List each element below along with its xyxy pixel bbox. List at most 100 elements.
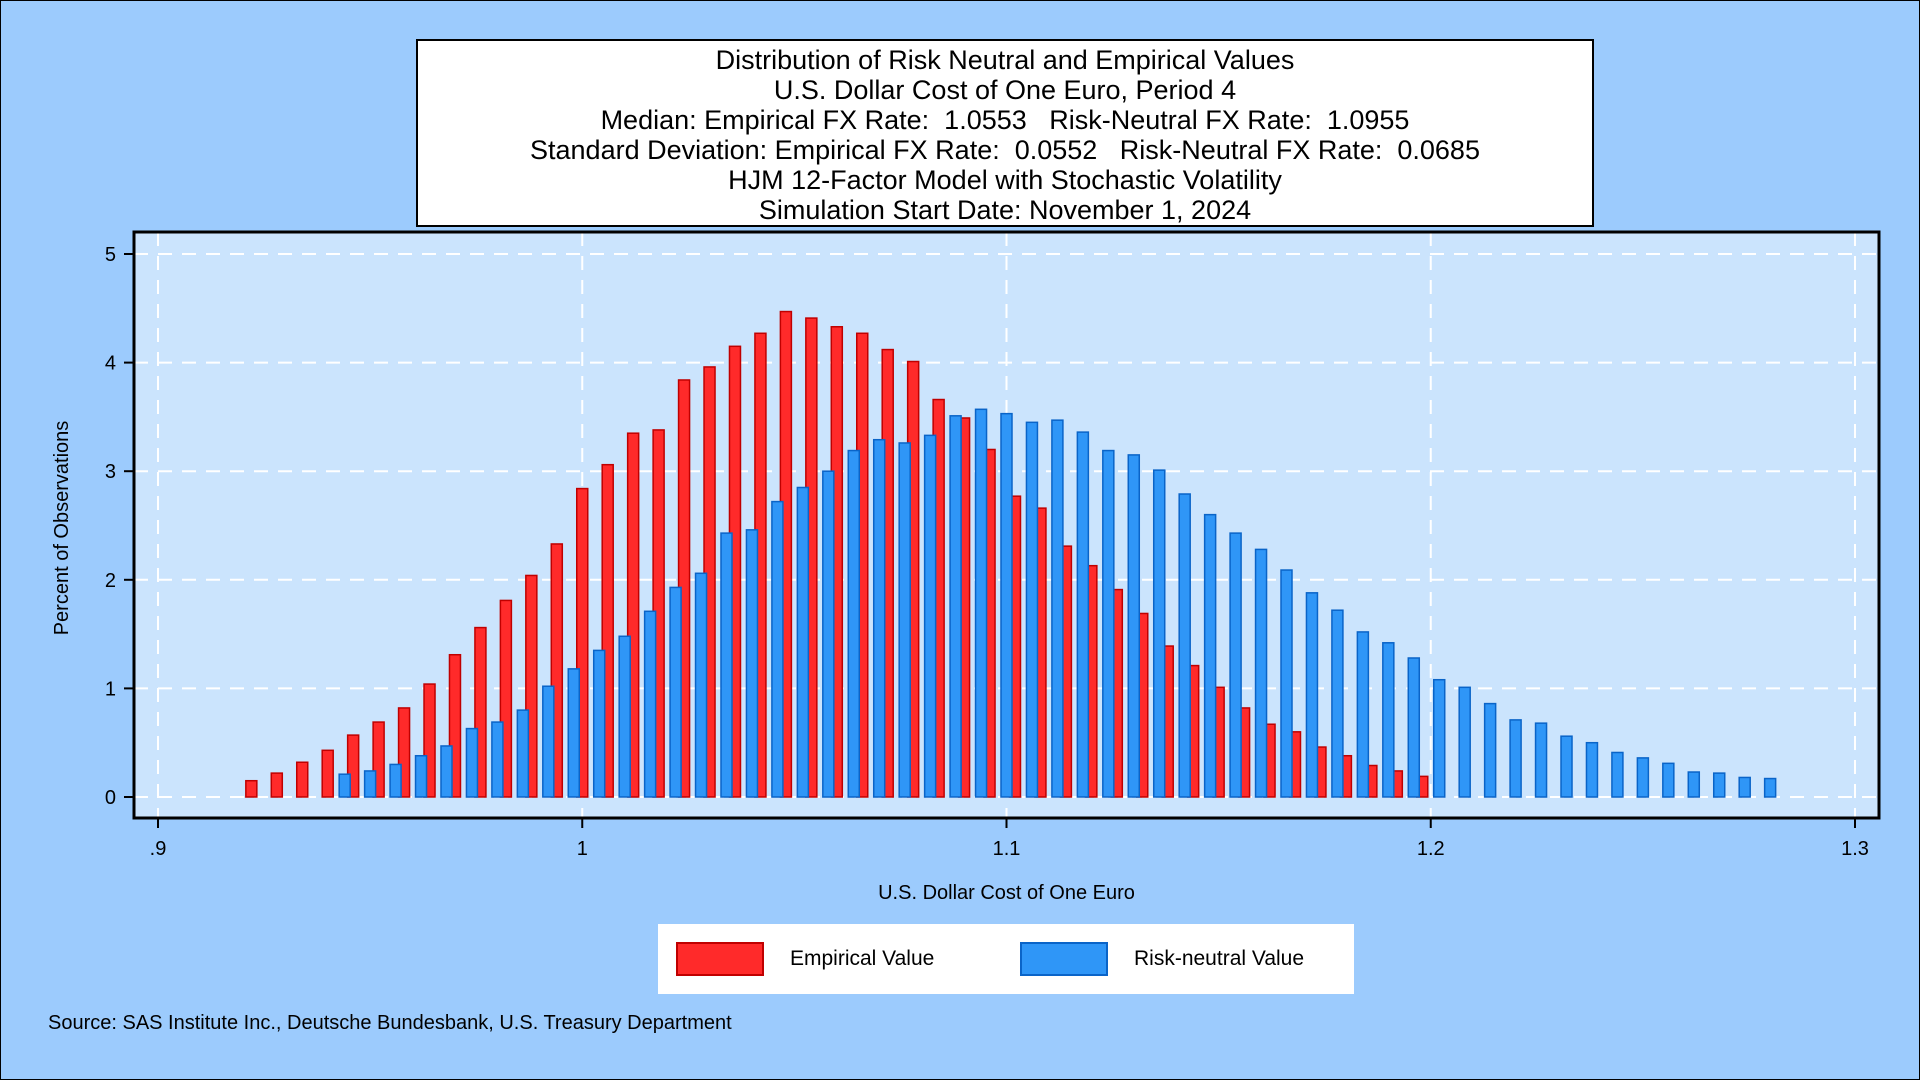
bar-risk-neutral xyxy=(1382,642,1395,798)
bar-risk-neutral xyxy=(1356,631,1370,798)
y-tick-label: 5 xyxy=(105,244,116,266)
bar-risk-neutral xyxy=(465,727,479,798)
bar-risk-neutral xyxy=(974,408,988,798)
x-axis-title: U.S. Dollar Cost of One Euro xyxy=(878,882,1135,904)
bar-empirical xyxy=(499,599,513,798)
bar-risk-neutral xyxy=(796,486,810,798)
bar-risk-neutral xyxy=(1636,757,1650,798)
bar-empirical xyxy=(550,543,564,798)
bar-empirical xyxy=(372,721,385,798)
bar-risk-neutral xyxy=(440,745,453,798)
chart-title-line-4: Standard Deviation: Empirical FX Rate: 0… xyxy=(530,135,1480,165)
y-tick-label: 2 xyxy=(105,570,116,592)
bar-risk-neutral xyxy=(1407,657,1421,798)
bar-risk-neutral xyxy=(1585,741,1599,798)
bar-risk-neutral xyxy=(592,649,606,798)
chart-title-line-2: U.S. Dollar Cost of One Euro, Period 4 xyxy=(773,75,1237,105)
x-tick-label: .9 xyxy=(150,838,167,860)
y-axis-title: Percent of Observations xyxy=(51,421,73,636)
x-tick-label: 1.1 xyxy=(993,838,1021,860)
bar-empirical xyxy=(270,772,284,798)
bar-risk-neutral xyxy=(1534,722,1548,798)
bar-empirical xyxy=(346,734,360,798)
bar-risk-neutral xyxy=(771,500,784,798)
bar-risk-neutral xyxy=(1000,412,1013,798)
bar-empirical xyxy=(525,574,538,798)
bar-risk-neutral xyxy=(1331,609,1344,798)
bar-risk-neutral xyxy=(1738,776,1751,798)
bar-empirical xyxy=(321,749,334,798)
bar-empirical xyxy=(245,779,258,798)
bar-risk-neutral xyxy=(363,770,377,798)
x-tick-label: 1 xyxy=(577,838,588,860)
bar-empirical xyxy=(576,487,589,798)
bar-risk-neutral xyxy=(1025,421,1039,798)
bar-risk-neutral xyxy=(694,572,708,798)
bar-empirical xyxy=(397,707,411,798)
bar-empirical xyxy=(423,683,436,798)
bar-risk-neutral xyxy=(1102,449,1115,798)
legend-swatch-empirical xyxy=(676,942,764,976)
bar-empirical xyxy=(474,626,487,798)
chart-title-line-5: HJM 12-Factor Model with Stochastic Vola… xyxy=(728,165,1282,195)
bar-risk-neutral xyxy=(1483,702,1497,798)
legend-item-empirical: Empirical Value xyxy=(676,940,934,978)
bar-risk-neutral xyxy=(1763,777,1777,798)
bar-risk-neutral xyxy=(1712,772,1726,798)
bar-risk-neutral xyxy=(1611,751,1624,798)
chart-title-line-6: Simulation Start Date: November 1, 2024 xyxy=(758,195,1252,225)
bar-empirical xyxy=(295,761,309,798)
bar-risk-neutral xyxy=(567,668,581,798)
y-tick-label: 1 xyxy=(105,678,116,700)
bar-risk-neutral xyxy=(1509,719,1522,798)
y-tick-label: 4 xyxy=(105,353,116,375)
bar-risk-neutral xyxy=(822,470,835,798)
chart-title-box: Distribution of Risk Neutral and Empiric… xyxy=(416,39,1594,227)
bar-risk-neutral xyxy=(669,586,682,798)
y-tick-label: 3 xyxy=(105,461,116,483)
bar-risk-neutral xyxy=(643,610,657,798)
bar-risk-neutral xyxy=(338,773,351,798)
bar-risk-neutral xyxy=(1458,686,1471,798)
x-tick-label: 1.2 xyxy=(1417,838,1445,860)
bar-risk-neutral xyxy=(1560,735,1573,798)
bar-risk-neutral xyxy=(389,763,402,798)
bar-risk-neutral xyxy=(491,721,504,798)
bar-risk-neutral xyxy=(898,442,911,798)
bar-risk-neutral xyxy=(1229,532,1242,798)
bar-risk-neutral xyxy=(618,635,631,798)
bar-risk-neutral xyxy=(1687,771,1701,798)
legend-label-risk-neutral: Risk-neutral Value xyxy=(1134,947,1305,970)
bar-risk-neutral xyxy=(1662,762,1675,798)
bar-risk-neutral xyxy=(847,449,861,798)
bar-risk-neutral xyxy=(1178,493,1191,798)
bar-risk-neutral xyxy=(516,709,530,798)
bars-layer xyxy=(245,310,1777,798)
bar-risk-neutral xyxy=(720,532,733,798)
bar-risk-neutral xyxy=(1127,454,1141,798)
bar-risk-neutral xyxy=(1305,592,1319,798)
bar-empirical xyxy=(601,463,614,798)
bar-risk-neutral xyxy=(414,754,428,798)
bar-risk-neutral xyxy=(1280,569,1293,798)
bar-risk-neutral xyxy=(745,529,759,798)
bar-risk-neutral xyxy=(923,434,937,798)
bar-risk-neutral xyxy=(1203,513,1217,798)
bar-risk-neutral xyxy=(872,438,886,798)
y-tick-label: 0 xyxy=(105,787,116,809)
x-tick-label: 1.3 xyxy=(1841,838,1869,860)
legend-label-empirical: Empirical Value xyxy=(790,947,935,970)
bar-risk-neutral xyxy=(542,685,555,798)
bar-empirical xyxy=(448,653,462,798)
axes: 0 1 2 3 4 5 .9 1 1.1 1.2 1.3 xyxy=(105,244,1869,860)
bar-risk-neutral xyxy=(1432,678,1446,798)
chart-title-line-1: Distribution of Risk Neutral and Empiric… xyxy=(715,45,1295,75)
bar-risk-neutral xyxy=(1152,469,1166,798)
source-note: Source: SAS Institute Inc., Deutsche Bun… xyxy=(48,1012,732,1034)
chart-title-line-3: Median: Empirical FX Rate: 1.0553 Risk-N… xyxy=(600,105,1410,135)
bar-risk-neutral xyxy=(1051,419,1064,798)
bar-risk-neutral xyxy=(949,415,962,798)
legend: Empirical Value Risk-neutral Value xyxy=(658,924,1354,994)
bar-risk-neutral xyxy=(1254,548,1268,798)
